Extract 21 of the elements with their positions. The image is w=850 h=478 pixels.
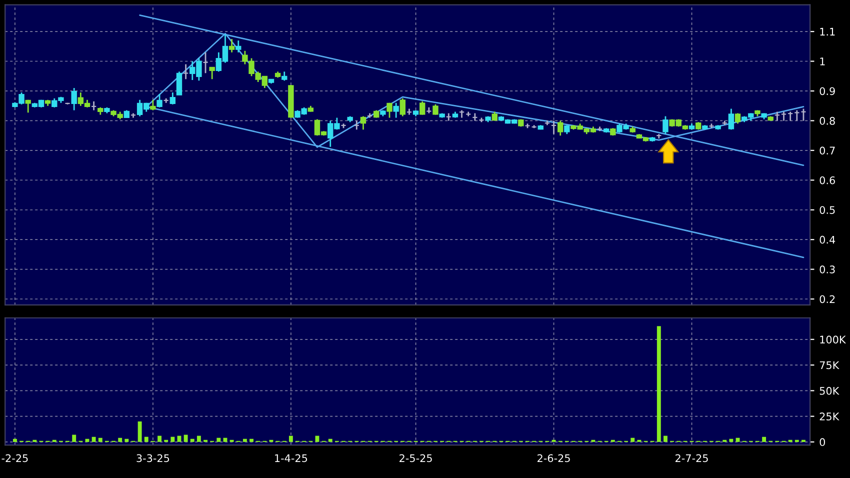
y-tick-label: 0.3 [820, 266, 835, 274]
y-tick-label: 0.5 [820, 206, 835, 214]
y-tick-label: 0.6 [820, 176, 835, 184]
y-tick-label: 0.4 [820, 236, 836, 244]
x-tick-label: 3-3-25 [136, 454, 170, 462]
x-tick-label: 1-4-25 [275, 454, 308, 462]
y-tick-label: 0 [820, 438, 826, 446]
x-tick-label: -2-25 [2, 454, 28, 462]
y-tick-label: 100K [820, 336, 846, 344]
y-tick-label: 0.9 [820, 87, 835, 96]
y-tick-label: 1 [820, 58, 825, 66]
x-tick-label: 2-7-25 [676, 454, 708, 462]
x-tick-label: 2-5-25 [400, 454, 432, 462]
y-tick-label: 25K [820, 412, 840, 420]
y-tick-label: 0.8 [820, 116, 835, 125]
y-tick-label: 1.1 [820, 28, 835, 36]
y-tick-label: 75K [820, 361, 840, 370]
y-tick-label: 50K [820, 386, 840, 395]
y-tick-label: 0.7 [820, 146, 835, 155]
y-tick-label: 0.2 [820, 295, 835, 304]
x-tick-label: 2-6-25 [538, 454, 570, 462]
